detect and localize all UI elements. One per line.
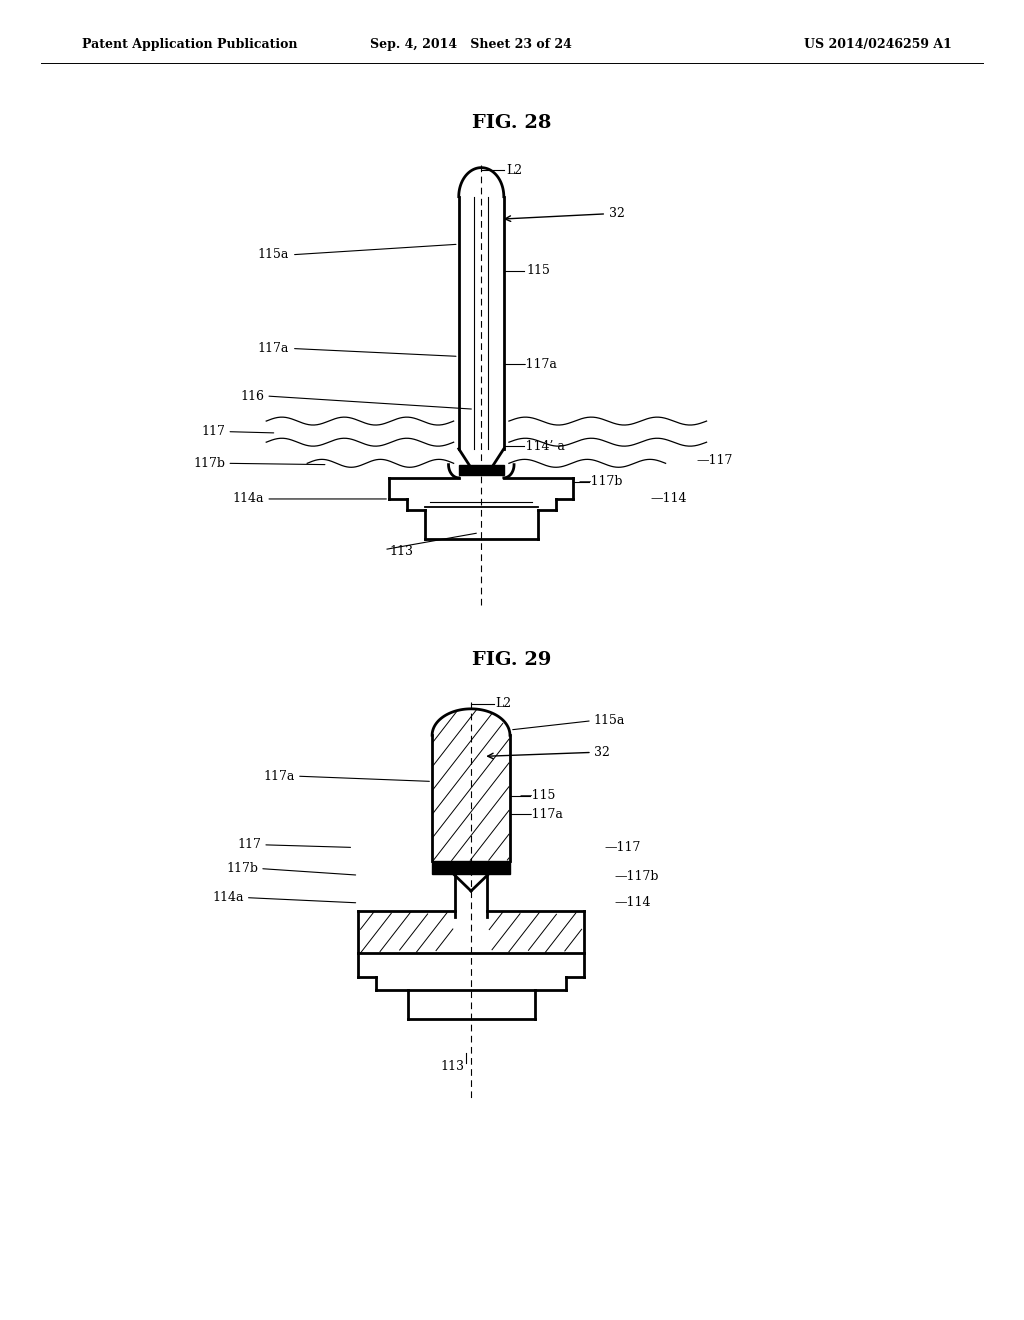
Text: —117b: —117b: [614, 870, 658, 883]
Text: 116: 116: [241, 389, 264, 403]
Polygon shape: [432, 861, 510, 874]
Text: 113: 113: [440, 1060, 464, 1073]
Text: 117b: 117b: [226, 862, 258, 875]
Text: Patent Application Publication: Patent Application Publication: [82, 38, 297, 51]
Text: 117b: 117b: [194, 457, 225, 470]
Text: Sep. 4, 2014   Sheet 23 of 24: Sep. 4, 2014 Sheet 23 of 24: [370, 38, 572, 51]
Text: —115: —115: [519, 789, 556, 803]
Text: 115: 115: [526, 264, 550, 277]
Text: 32: 32: [609, 207, 626, 220]
Text: 114a: 114a: [212, 891, 244, 904]
Text: L2: L2: [506, 164, 522, 177]
Text: 114a: 114a: [232, 492, 264, 506]
Text: —117b: —117b: [579, 475, 623, 488]
Text: —114: —114: [650, 492, 687, 506]
Text: L2: L2: [496, 697, 512, 710]
Text: —114: —114: [614, 896, 651, 909]
Text: FIG. 28: FIG. 28: [472, 114, 552, 132]
Text: FIG. 29: FIG. 29: [472, 651, 552, 669]
Text: —117: —117: [604, 841, 641, 854]
Text: 117: 117: [238, 838, 261, 851]
Text: —114’ a: —114’ a: [513, 440, 565, 453]
Polygon shape: [459, 465, 504, 475]
Text: —117a: —117a: [513, 358, 557, 371]
Text: 117: 117: [202, 425, 225, 438]
Text: 115a: 115a: [594, 714, 626, 727]
Text: —117: —117: [696, 454, 733, 467]
Text: 115a: 115a: [257, 248, 289, 261]
Text: US 2014/0246259 A1: US 2014/0246259 A1: [805, 38, 952, 51]
Text: 32: 32: [594, 746, 610, 759]
Text: 117a: 117a: [263, 770, 295, 783]
Text: 113: 113: [389, 545, 413, 558]
Text: —117a: —117a: [519, 808, 563, 821]
Text: 117a: 117a: [257, 342, 289, 355]
